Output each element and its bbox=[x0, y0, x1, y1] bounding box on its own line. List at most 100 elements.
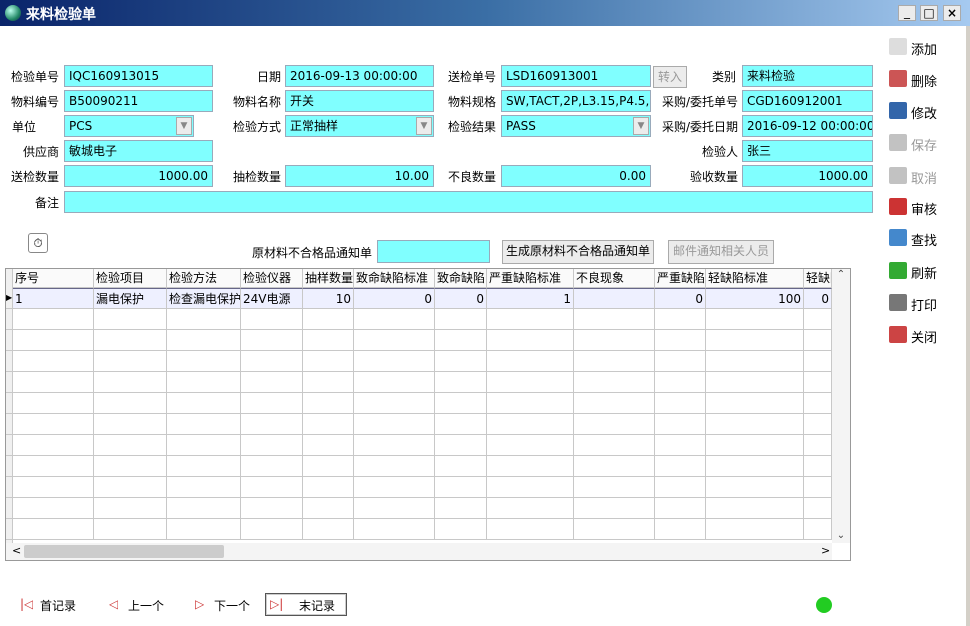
toolbar-button[interactable]: 关闭 bbox=[911, 331, 938, 346]
toolbar-button[interactable]: 删除 bbox=[911, 75, 938, 90]
grid-cell bbox=[241, 435, 303, 456]
column-header: 抽样数量 bbox=[303, 269, 354, 288]
dropdown-arrow[interactable]: ▼ bbox=[176, 117, 192, 135]
nav-button[interactable]: 下一个 bbox=[214, 599, 251, 613]
text-field[interactable]: IQC160913015 bbox=[64, 65, 213, 87]
text-field[interactable]: 10.00 bbox=[285, 165, 434, 187]
grid-cell bbox=[303, 435, 354, 456]
grid-cell bbox=[435, 519, 487, 540]
scroll-arrow[interactable]: > bbox=[821, 544, 831, 557]
grid bbox=[5, 268, 851, 561]
status-icon bbox=[816, 597, 832, 613]
grid-cell bbox=[167, 435, 241, 456]
field-label: 采购/委托日期 bbox=[661, 120, 738, 134]
close[interactable]: × bbox=[943, 5, 961, 21]
generate-button[interactable]: 生成原材料不合格品通知单 bbox=[502, 240, 654, 264]
combo-box[interactable]: 正常抽样 bbox=[285, 115, 434, 137]
notice-field[interactable] bbox=[377, 240, 490, 263]
nav-icon: |◁ bbox=[20, 597, 34, 611]
field-label: 检验单号 bbox=[10, 70, 59, 84]
grid-cell[interactable]: 1 bbox=[13, 288, 94, 309]
text-field[interactable]: 0.00 bbox=[501, 165, 651, 187]
grid-cell bbox=[303, 414, 354, 435]
grid-cell bbox=[804, 330, 832, 351]
text-field[interactable]: 来料检验 bbox=[742, 65, 873, 87]
grid-cell bbox=[706, 414, 804, 435]
grid-cell bbox=[94, 372, 167, 393]
toolbar-button[interactable]: 取消 bbox=[911, 172, 938, 187]
grid-cell bbox=[94, 393, 167, 414]
grid-cell bbox=[804, 414, 832, 435]
toolbar-button[interactable]: 添加 bbox=[911, 43, 938, 58]
scroll-thumb[interactable] bbox=[24, 545, 224, 558]
grid-cell bbox=[655, 498, 706, 519]
grid-cell[interactable]: 0 bbox=[655, 288, 706, 309]
grid-cell bbox=[354, 519, 435, 540]
grid-cell bbox=[241, 330, 303, 351]
scroll-arrow[interactable]: < bbox=[12, 544, 22, 557]
grid-cell bbox=[303, 456, 354, 477]
text-field[interactable]: 开关 bbox=[285, 90, 434, 112]
grid-cell bbox=[487, 393, 574, 414]
field-label: 物料规格 bbox=[447, 95, 496, 109]
grid-cell bbox=[354, 351, 435, 372]
grid-cell bbox=[706, 372, 804, 393]
text-field[interactable]: SW,TACT,2P,L3.15,P4.5,DI bbox=[501, 90, 651, 112]
nav-button[interactable]: 首记录 bbox=[40, 599, 77, 613]
toolbar-button[interactable]: 审核 bbox=[911, 203, 938, 218]
text-field[interactable] bbox=[64, 191, 873, 213]
text-field[interactable]: 2016-09-12 00:00:00 bbox=[742, 115, 873, 137]
dropdown-arrow[interactable]: ▼ bbox=[633, 117, 649, 135]
grid-cell bbox=[804, 519, 832, 540]
nav-button[interactable]: 上一个 bbox=[128, 599, 165, 613]
grid-cell[interactable]: 0 bbox=[804, 288, 832, 309]
grid-cell bbox=[435, 351, 487, 372]
grid-cell[interactable]: 1 bbox=[487, 288, 574, 309]
grid-cell[interactable]: 24V电源 bbox=[241, 288, 303, 309]
grid-cell[interactable]: 漏电保护 bbox=[94, 288, 167, 309]
grid-cell bbox=[574, 330, 655, 351]
grid-cell bbox=[94, 435, 167, 456]
text-field[interactable]: 张三 bbox=[742, 140, 873, 162]
timer-icon[interactable]: ⏱ bbox=[28, 233, 48, 253]
text-field[interactable]: 敏城电子 bbox=[64, 140, 213, 162]
grid-cell bbox=[804, 351, 832, 372]
toolbar-button[interactable]: 查找 bbox=[911, 234, 938, 249]
app-icon bbox=[5, 5, 21, 21]
text-field[interactable]: B50090211 bbox=[64, 90, 213, 112]
grid-cell bbox=[167, 309, 241, 330]
text-field[interactable]: LSD160913001 bbox=[501, 65, 651, 87]
toolbar-icon bbox=[889, 134, 907, 151]
maximize[interactable]: □ bbox=[920, 5, 938, 21]
combo-box[interactable]: PCS bbox=[64, 115, 194, 137]
grid-cell bbox=[241, 393, 303, 414]
text-field[interactable]: 1000.00 bbox=[64, 165, 213, 187]
nav-button[interactable]: 末记录 bbox=[299, 599, 336, 613]
minimize[interactable]: _ bbox=[898, 5, 916, 21]
combo-box[interactable]: PASS bbox=[501, 115, 651, 137]
grid-cell[interactable]: 检查漏电保护 bbox=[167, 288, 241, 309]
grid-cell[interactable]: 10 bbox=[303, 288, 354, 309]
grid-cell[interactable] bbox=[574, 288, 655, 309]
vertical-scrollbar[interactable]: ⌃ ⌄ bbox=[832, 269, 850, 543]
text-field[interactable]: 1000.00 bbox=[742, 165, 873, 187]
grid-cell bbox=[167, 498, 241, 519]
dropdown-arrow[interactable]: ▼ bbox=[416, 117, 432, 135]
grid-cell[interactable]: 100 bbox=[706, 288, 804, 309]
toolbar-button[interactable]: 保存 bbox=[911, 139, 938, 154]
mail-button[interactable]: 邮件通知相关人员 bbox=[668, 240, 774, 264]
grid-cell bbox=[706, 477, 804, 498]
toolbar-icon bbox=[889, 326, 907, 343]
toolbar-button[interactable]: 刷新 bbox=[911, 267, 938, 282]
toolbar-button[interactable]: 打印 bbox=[911, 299, 938, 314]
field-label: 备注 bbox=[34, 196, 59, 210]
grid-cell[interactable]: 0 bbox=[435, 288, 487, 309]
text-field[interactable]: 2016-09-13 00:00:00 bbox=[285, 65, 434, 87]
text-field[interactable]: CGD160912001 bbox=[742, 90, 873, 112]
toolbar-button[interactable]: 修改 bbox=[911, 107, 938, 122]
grid-cell[interactable]: 0 bbox=[354, 288, 435, 309]
grid-cell bbox=[303, 351, 354, 372]
transfer-button[interactable]: 转入 bbox=[653, 66, 687, 88]
grid-cell bbox=[435, 372, 487, 393]
